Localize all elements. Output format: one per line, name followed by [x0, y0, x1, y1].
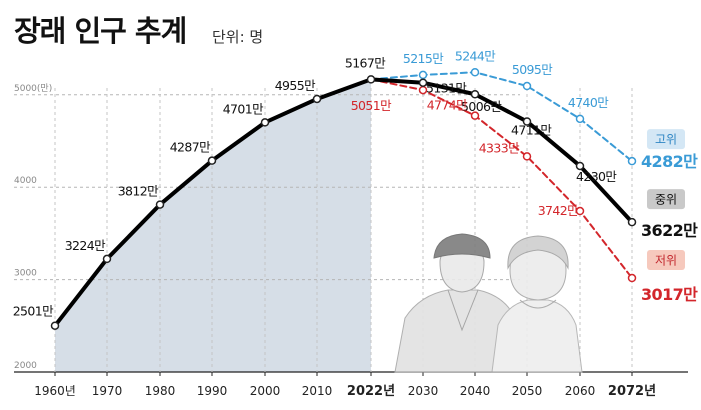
unit-label: 단위: 명 [212, 28, 264, 46]
medium-data-label: 4230만 [576, 169, 617, 184]
man-cap-shape [433, 233, 491, 259]
x-tick-label: 1960년 [34, 384, 76, 398]
high-series-point [627, 156, 637, 166]
historical-area [55, 79, 371, 372]
medium-data-label: 5006만 [461, 99, 502, 114]
chart-title: 장래 인구 추계 [14, 14, 187, 48]
man-collar-shape [447, 289, 479, 332]
low-series-point [470, 111, 480, 120]
y-tick-label: 4000 [14, 176, 37, 186]
x-tick-label: 2022년 [347, 384, 395, 399]
medium-series-point [470, 89, 480, 99]
historical-series-point [312, 94, 322, 104]
high-data-label: 5215만 [403, 51, 444, 66]
high-data-label: 4740만 [568, 95, 609, 110]
high-series-point [522, 81, 532, 91]
low-data-label: 4774만 [427, 98, 468, 113]
legend-low-text: 저위 [655, 254, 677, 268]
low-series-line [370, 78, 633, 280]
x-tick-label: 2050 [512, 384, 543, 398]
x-tick-label: 1990 [197, 384, 228, 398]
high-series-point [575, 114, 585, 124]
woman-hair-shape [507, 235, 569, 270]
y-tick-label: 2000 [14, 361, 37, 371]
y-tick-label: 3000 [14, 269, 37, 279]
legend-high-text: 고위 [655, 133, 677, 147]
woman-blouse-shape [491, 299, 583, 373]
medium-series-point [418, 78, 428, 87]
low-series-point [575, 206, 585, 216]
x-tick-label: 2060 [565, 384, 596, 398]
historical-data-label: 4287만 [170, 140, 211, 155]
legend-high-box [647, 129, 685, 150]
medium-series-point [575, 161, 585, 171]
historical-series-point [102, 254, 112, 264]
medium-series-point [627, 217, 637, 227]
elderly-couple-illustration [394, 233, 583, 373]
legend-medium-box [647, 189, 685, 210]
historical-series-point [207, 156, 217, 165]
low-data-label: 5051만 [351, 98, 392, 113]
high-data-label: 5244만 [455, 48, 496, 63]
high-data-label: 5095만 [512, 62, 553, 77]
historical-data-label: 2501만 [13, 304, 54, 319]
historical-series-point [50, 321, 60, 330]
x-tick-label: 2010 [302, 384, 333, 398]
x-tick-label: 1980 [145, 384, 176, 398]
low-end-value: 3017만 [641, 285, 698, 304]
medium-end-value: 3622만 [641, 221, 698, 240]
historical-data-label: 4701만 [223, 101, 264, 116]
y-tick-label: 5000(만) [14, 83, 52, 94]
historical-series-point [366, 75, 376, 84]
x-tick-label: 2040 [460, 384, 491, 398]
low-series-point [522, 152, 532, 161]
x-tick-label: 2000 [250, 384, 281, 398]
medium-series-line [369, 77, 634, 225]
historical-data-label: 3812만 [118, 184, 159, 199]
historical-data-label: 4955만 [275, 78, 316, 93]
high-end-value: 4282만 [641, 152, 698, 171]
high-series-line [370, 71, 633, 163]
x-tick-label: 1970 [92, 384, 123, 398]
historical-series-point [260, 118, 270, 127]
medium-data-label: 5131만 [426, 81, 467, 96]
medium-series-point [522, 117, 532, 126]
historical-data-label: 5167만 [345, 55, 386, 70]
high-series-point [470, 68, 480, 77]
historical-series-point [155, 200, 165, 209]
x-tick-label: 2072년 [608, 384, 656, 399]
low-data-label: 3742만 [538, 203, 579, 218]
low-data-label: 4333만 [479, 140, 520, 155]
historical-data-label: 3224만 [65, 238, 106, 253]
medium-data-label: 4711만 [511, 123, 552, 138]
low-series-point [627, 273, 637, 283]
high-series-point [418, 70, 428, 80]
woman-collar-shape [519, 299, 557, 309]
x-tick-label: 2030 [408, 384, 439, 398]
legend-medium-text: 중위 [655, 193, 677, 207]
legend-low-box [647, 250, 685, 271]
